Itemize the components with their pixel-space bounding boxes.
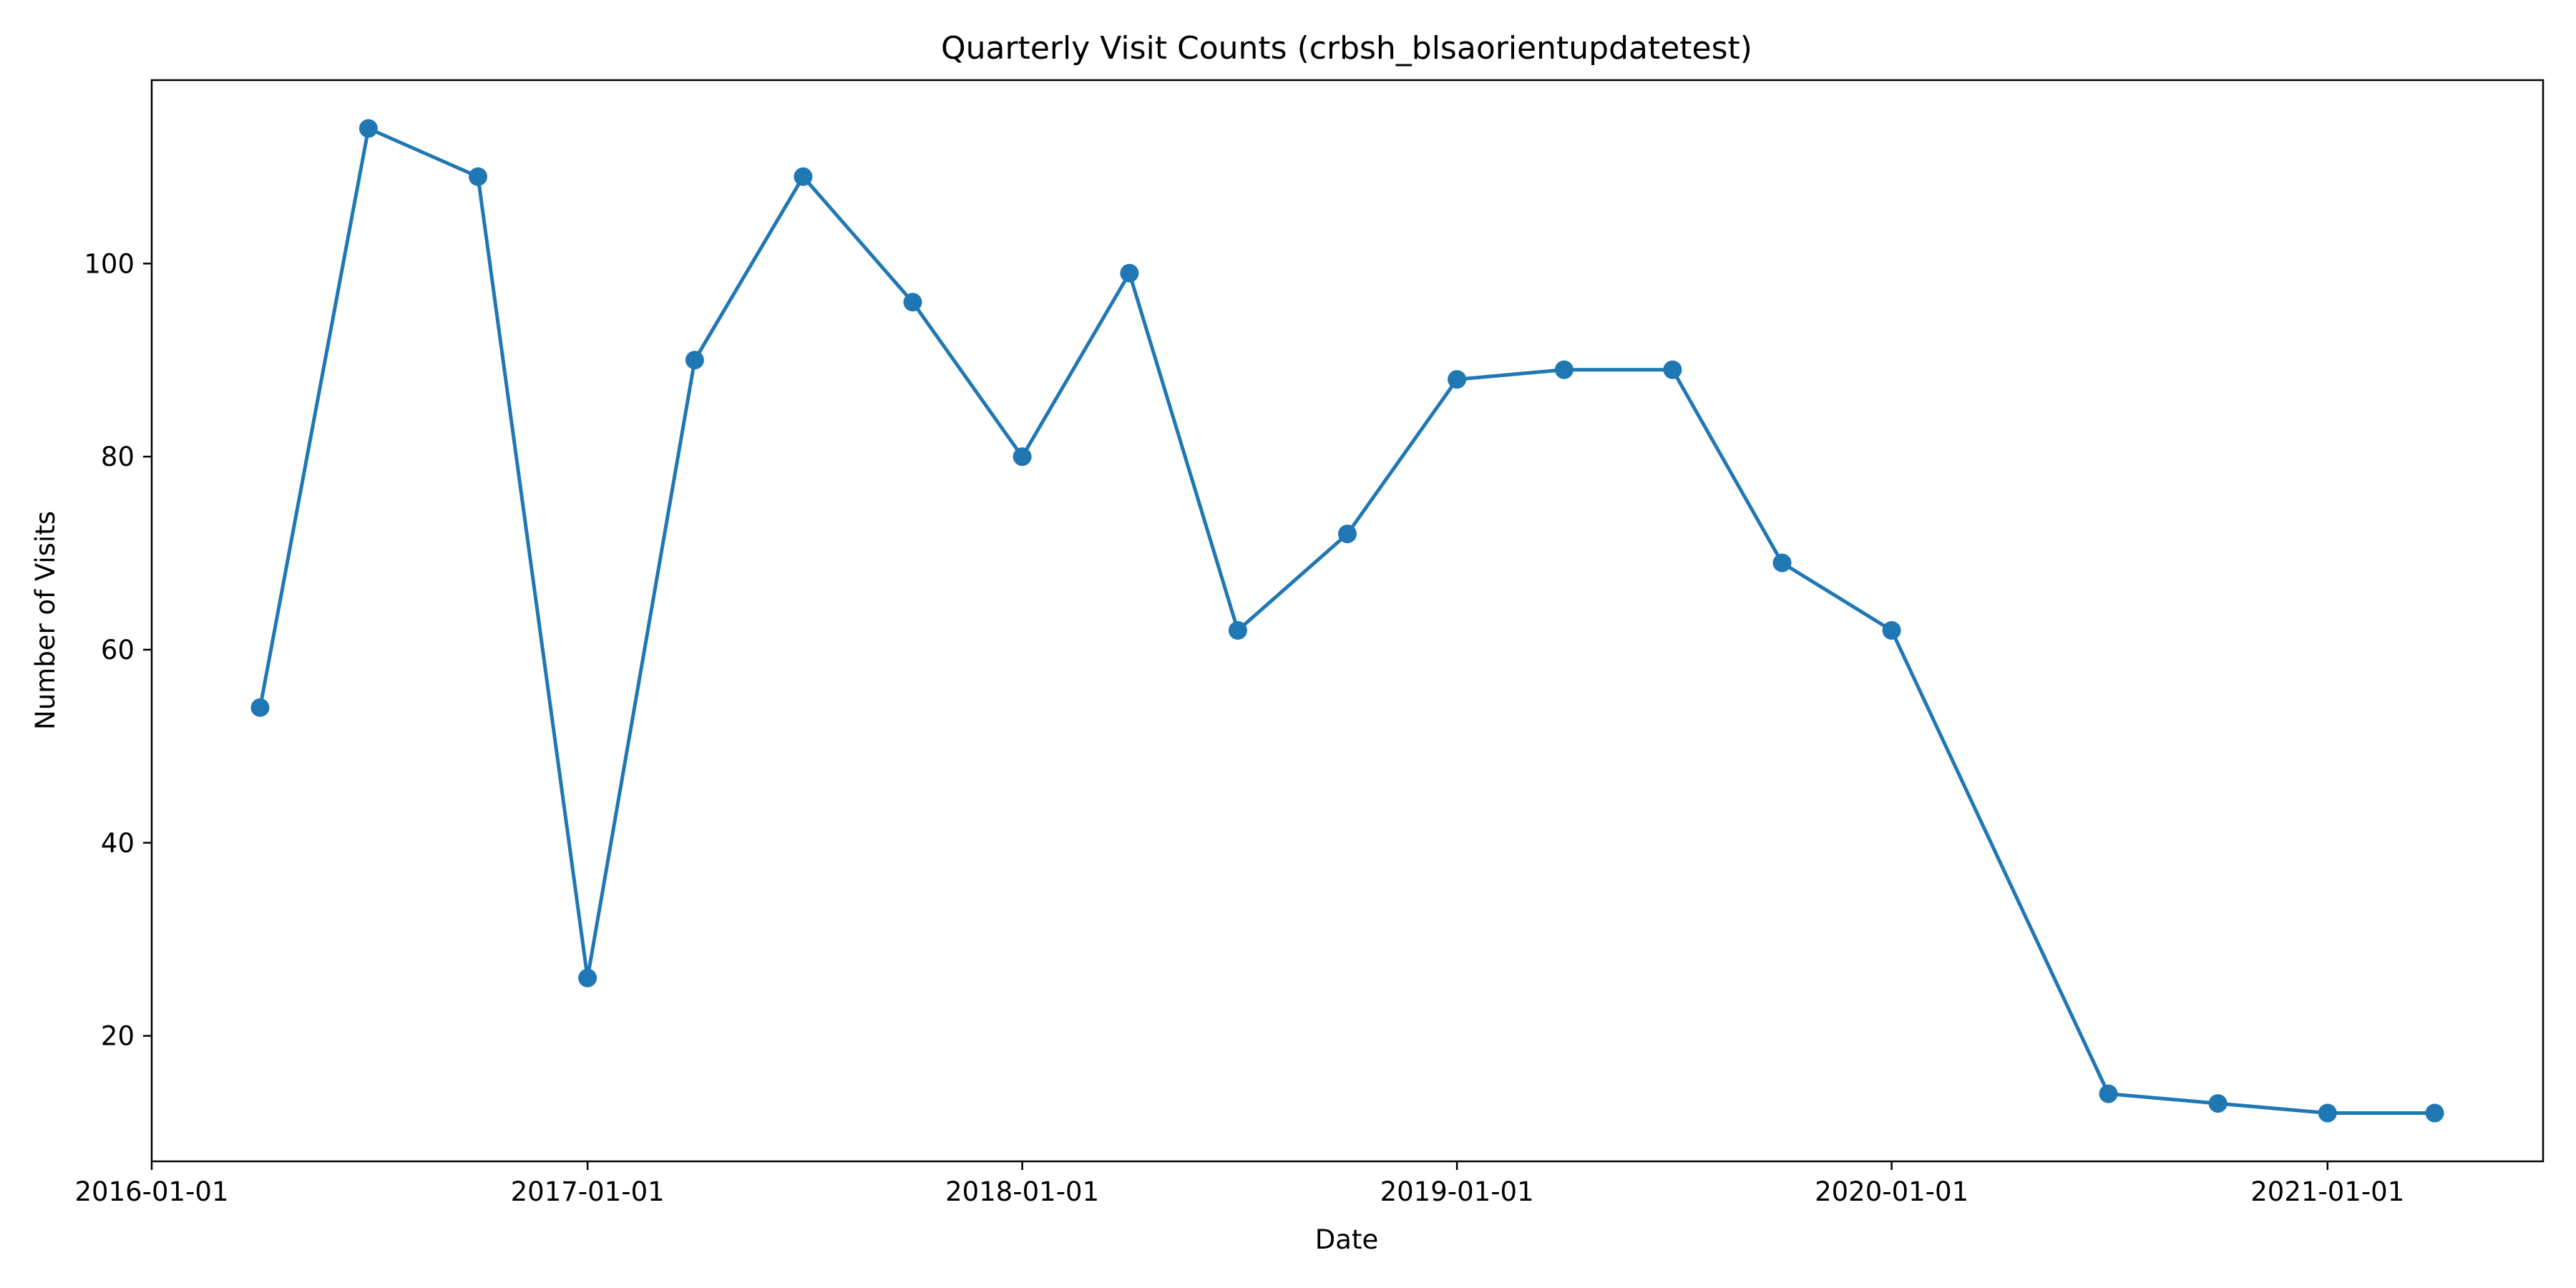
data-point bbox=[1228, 621, 1247, 640]
data-point bbox=[1663, 360, 1682, 379]
series-line bbox=[258, 127, 2436, 1115]
data-point bbox=[2208, 1094, 2228, 1113]
x-tick-label: 2019-01-01 bbox=[1380, 1176, 1534, 1207]
axes-frame bbox=[150, 79, 2545, 1163]
y-tick-label: 40 bbox=[101, 828, 135, 859]
data-point bbox=[250, 698, 270, 717]
y-tick-label: 100 bbox=[84, 248, 135, 279]
y-tick-label: 60 bbox=[101, 635, 135, 665]
data-point bbox=[903, 293, 922, 312]
y-axis-label: Number of Visits bbox=[30, 511, 61, 730]
data-point bbox=[794, 167, 813, 186]
y-tick-label: 20 bbox=[101, 1021, 135, 1052]
data-point bbox=[578, 968, 597, 987]
x-tick-label: 2021-01-01 bbox=[2250, 1176, 2404, 1207]
x-tick-label: 2018-01-01 bbox=[945, 1176, 1099, 1207]
chart-title: Quarterly Visit Counts (crbsh_blsaorient… bbox=[941, 30, 1752, 67]
x-tick-label: 2020-01-01 bbox=[1815, 1176, 1968, 1207]
x-axis-label: Date bbox=[1315, 1224, 1378, 1255]
data-point bbox=[1882, 621, 1901, 640]
data-point bbox=[1554, 360, 1574, 379]
data-point bbox=[1120, 263, 1139, 283]
data-point bbox=[2425, 1103, 2444, 1123]
data-point bbox=[685, 351, 704, 370]
plot-area: 2016-01-01 2017-01-01 2018-01-01 2019-01-01… bbox=[74, 119, 2444, 1207]
data-point bbox=[1448, 370, 1467, 389]
x-tick-label: 2017-01-01 bbox=[511, 1176, 665, 1207]
data-point bbox=[469, 167, 487, 186]
data-point bbox=[2318, 1103, 2337, 1123]
data-point bbox=[358, 119, 378, 138]
data-point bbox=[1013, 447, 1032, 467]
y-tick-label: 80 bbox=[101, 441, 135, 472]
data-point bbox=[2099, 1084, 2118, 1103]
data-point bbox=[1338, 525, 1357, 544]
x-tick-label: 2016-01-01 bbox=[74, 1176, 228, 1207]
data-point bbox=[1772, 553, 1792, 572]
